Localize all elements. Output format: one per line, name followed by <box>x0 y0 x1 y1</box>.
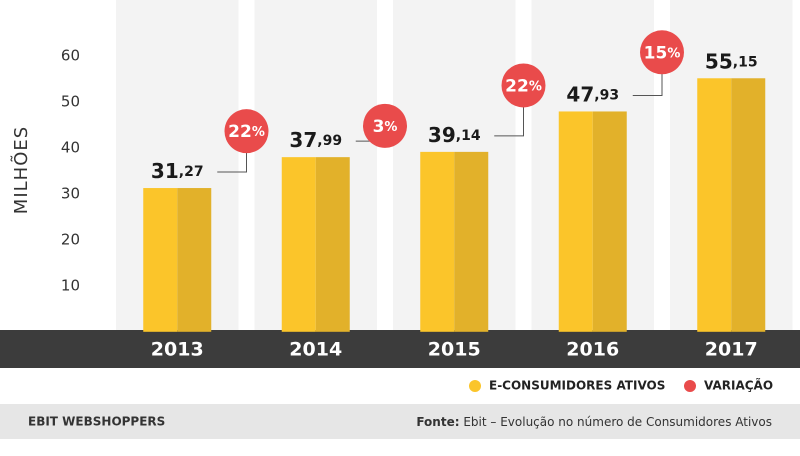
bubble-circle <box>224 109 269 154</box>
label-minor: % <box>252 125 265 140</box>
x-tick-label: 2014 <box>289 339 342 361</box>
y-axis-label: MILHÕES <box>10 126 32 214</box>
bar-right <box>592 111 627 332</box>
footer-left: EBIT WEBSHOPPERS <box>28 415 165 429</box>
label-main: 39 <box>428 122 456 146</box>
bar <box>281 157 350 332</box>
label-main: 47 <box>566 82 594 106</box>
label-minor: ,93 <box>594 87 619 103</box>
bar-right <box>177 188 212 332</box>
variation-bubble <box>224 109 269 154</box>
footer-band <box>0 404 800 439</box>
variation-label: 22% <box>228 122 265 142</box>
bar-right <box>454 151 489 332</box>
bar <box>420 151 489 332</box>
y-tick-label: 60 <box>61 46 80 64</box>
variation-label: 15% <box>644 43 681 63</box>
label-main: 55 <box>705 49 733 73</box>
label-main: 37 <box>289 128 317 152</box>
legend-swatch <box>469 380 481 392</box>
value-label: 31,27 <box>151 159 204 183</box>
label-minor: ,15 <box>733 54 758 70</box>
bar-left <box>558 111 593 332</box>
bar-left <box>420 151 455 332</box>
value-label: 39,14 <box>428 122 481 146</box>
label-main: 15 <box>644 43 668 63</box>
bar <box>697 78 766 332</box>
y-tick-label: 20 <box>61 230 80 248</box>
bar-left <box>143 188 178 332</box>
x-tick-label: 2017 <box>705 339 758 361</box>
variation-bubble <box>363 103 407 148</box>
legend-swatch <box>684 380 696 392</box>
x-tick-label: 2015 <box>428 339 481 361</box>
bar <box>143 188 212 332</box>
bar-left <box>281 157 316 332</box>
value-label: 55,15 <box>705 49 758 73</box>
bar-right <box>315 157 350 332</box>
value-label: 47,93 <box>566 82 619 106</box>
bar <box>558 111 627 332</box>
x-tick-label: 2016 <box>566 339 619 361</box>
label-minor: % <box>384 119 397 134</box>
label-main: 22 <box>228 122 252 142</box>
y-tick-label: 30 <box>61 184 80 202</box>
legend-label: E-CONSUMIDORES ATIVOS <box>489 379 665 393</box>
source: Fonte: Ebit – Evolução no número de Cons… <box>416 415 772 429</box>
label-minor: ,27 <box>179 164 204 180</box>
label-minor: % <box>529 79 542 94</box>
label-main: 31 <box>151 159 179 183</box>
variation-bubble <box>640 30 684 75</box>
label-minor: ,14 <box>456 128 481 144</box>
bar-left <box>697 78 732 332</box>
bar-right <box>731 78 766 332</box>
label-main: 22 <box>505 76 529 96</box>
value-label: 37,99 <box>289 128 342 152</box>
legend-label: VARIAÇÃO <box>704 378 773 393</box>
bubble-circle <box>363 103 407 148</box>
y-tick-label: 40 <box>61 138 80 156</box>
variation-bubble <box>501 63 546 108</box>
label-main: 3 <box>373 117 385 137</box>
bubble-circle <box>501 63 546 108</box>
category-band <box>0 330 800 368</box>
source-text: Ebit – Evolução no número de Consumidore… <box>463 415 772 429</box>
y-tick-label: 10 <box>61 276 80 294</box>
y-tick-label: 50 <box>61 92 80 110</box>
bubble-circle <box>640 30 684 75</box>
source-label: Fonte: <box>416 415 459 429</box>
x-tick-label: 2013 <box>151 339 204 361</box>
label-minor: % <box>667 46 680 61</box>
label-minor: ,99 <box>317 133 342 149</box>
variation-label: 3% <box>373 117 398 137</box>
variation-label: 22% <box>505 76 542 96</box>
